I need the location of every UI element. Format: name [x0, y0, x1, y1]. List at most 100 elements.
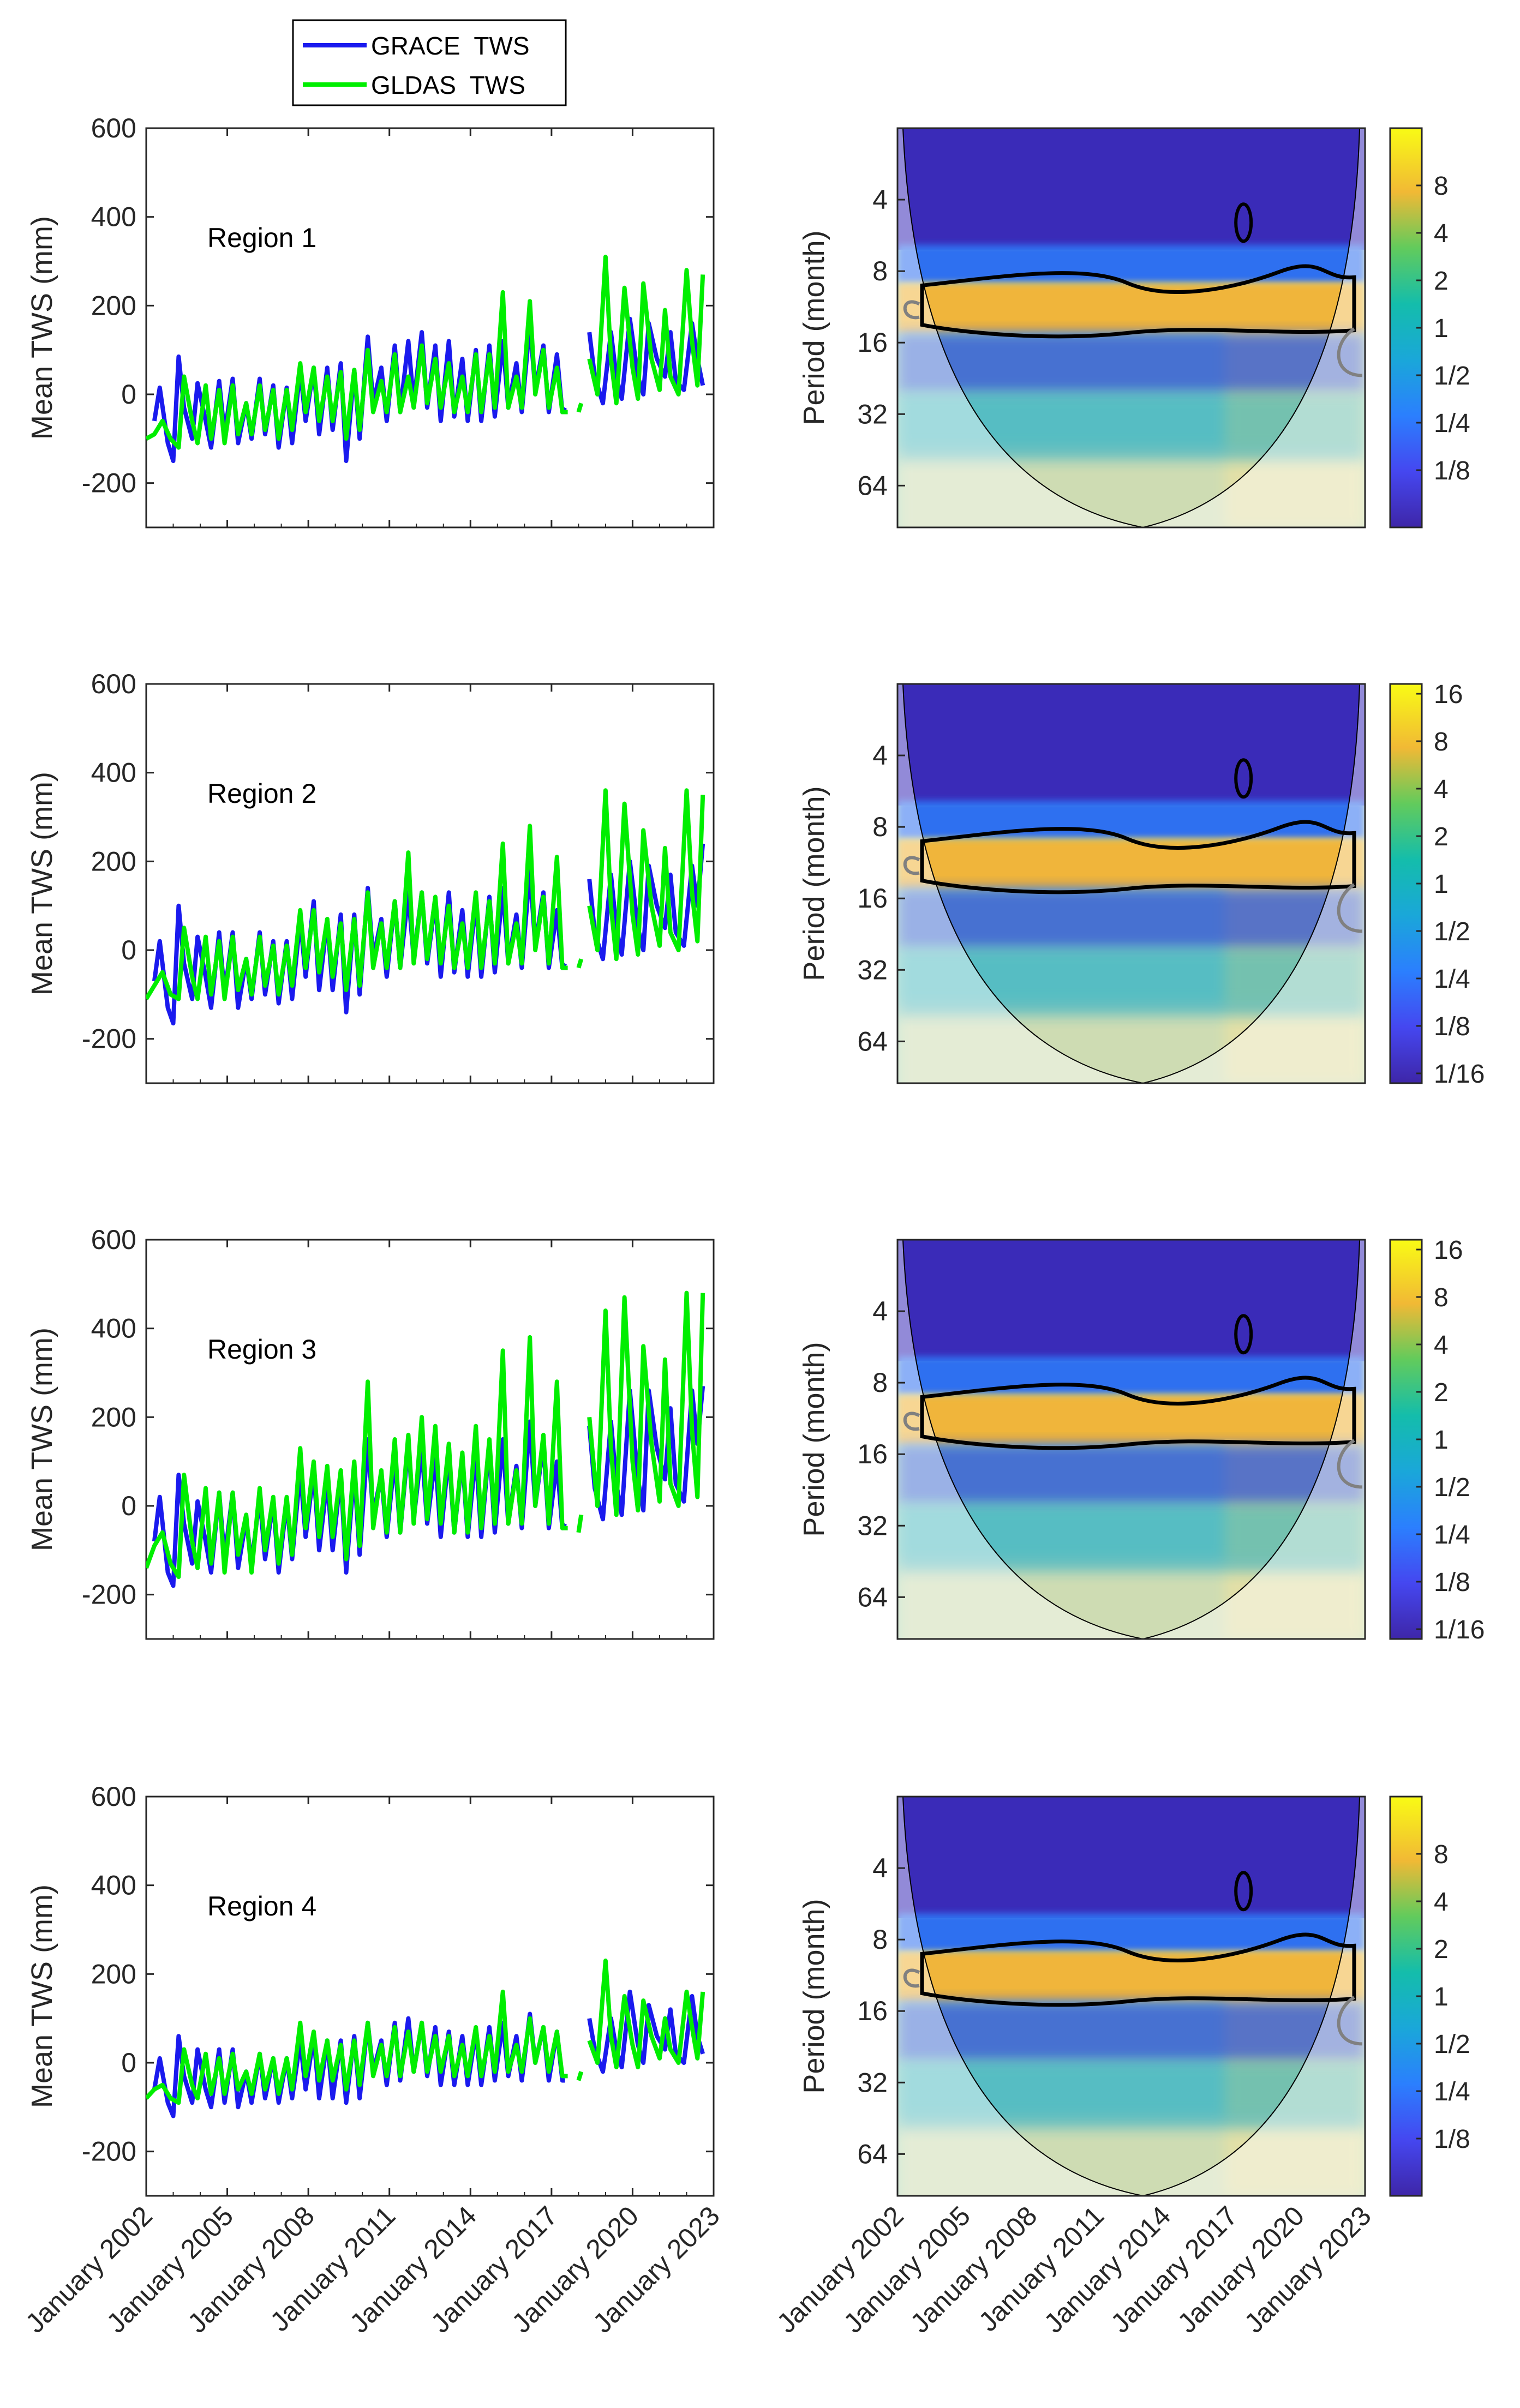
wv-colorbar — [1389, 1239, 1423, 1640]
wv-low-power-top — [897, 128, 1365, 250]
wv-significance-contour — [920, 264, 1356, 339]
wv-ytick-label: 64 — [857, 1026, 888, 1056]
wv-coi-left — [903, 300, 920, 320]
wv-significance-contour — [920, 1376, 1356, 1450]
ts-ytick-label: 200 — [91, 290, 136, 321]
ts-axes-box — [145, 1796, 715, 2197]
wv-axes-box — [896, 683, 1366, 1084]
wv-ylabel: Period (month) — [798, 230, 830, 425]
ts-panel-2: -200 0 200 400 600 Mean TWS (mm) Region 2 — [26, 669, 715, 1084]
wv-low-power-top — [897, 1240, 1365, 1361]
wv-axes-box — [896, 1239, 1366, 1640]
wv-axes-box — [896, 127, 1366, 529]
gldas-tws-line — [146, 1958, 705, 2105]
wv-significance-blob — [1234, 758, 1253, 799]
wv-ytick-label: 32 — [857, 954, 888, 985]
wv-ylabel: Period (month) — [798, 1899, 830, 2093]
wv-ytick-label: 32 — [857, 1510, 888, 1541]
wv-mid-band — [897, 800, 1365, 839]
wv-ytick-label: 4 — [872, 1296, 888, 1326]
wv-annual-band — [897, 839, 1365, 888]
wv-colorbar-label: 2 — [1434, 1935, 1449, 1964]
region-label: Region 2 — [207, 778, 316, 809]
wv-colorbar-label: 1/4 — [1434, 409, 1470, 438]
wv-low-power-top — [897, 684, 1365, 806]
wv-colorbar-label: 16 — [1434, 1236, 1463, 1265]
wv-subannual-blue — [897, 2001, 1365, 2062]
wv-coi-right — [1337, 883, 1363, 933]
wv-field — [897, 1797, 1365, 2196]
wv-significance-contour — [920, 820, 1356, 894]
wv-colorbar-label: 4 — [1434, 219, 1449, 248]
ts-ytick-label: 600 — [91, 113, 136, 143]
ts-ytick-label: 600 — [91, 1781, 136, 1812]
wv-coi-left — [903, 856, 920, 875]
wv-colorbar-label: 8 — [1434, 172, 1449, 201]
wv-colorbar-label: 16 — [1434, 680, 1463, 709]
wv-colorbar-label: 2 — [1434, 822, 1449, 851]
wv-ytick-label: 64 — [857, 470, 888, 501]
ts-ytick-label: 600 — [91, 1224, 136, 1255]
gldas-tws-line — [146, 254, 705, 450]
ts-ytick-label: -200 — [82, 1024, 136, 1054]
wv-colorbar-label: 1/8 — [1434, 457, 1470, 485]
wv-colorbar-label: 2 — [1434, 1378, 1449, 1407]
wv-coi-left — [903, 1412, 920, 1431]
wavelet-panel-1: 4 8 16 32 64 Period (month) 8 4 2 1 1/2 1/4 1/8 — [798, 127, 1470, 529]
wv-significance-blob — [1234, 202, 1253, 243]
wv-colorbar-label: 1/16 — [1434, 1616, 1485, 1644]
ts-ylabel: Mean TWS (mm) — [26, 216, 58, 440]
ts-ytick-label: -200 — [82, 1580, 136, 1610]
region-label: Region 1 — [207, 223, 316, 253]
wv-annual-band — [897, 1951, 1365, 2001]
wv-colorbar-label: 1/4 — [1434, 1521, 1470, 1550]
wv-field — [897, 128, 1365, 527]
ts-ytick-label: -200 — [82, 468, 136, 499]
ts-ytick-label: 200 — [91, 846, 136, 876]
wv-colorbar-label: 1 — [1434, 314, 1449, 343]
wv-coi-right — [1337, 327, 1363, 377]
wv-colorbar-label: 4 — [1434, 1888, 1449, 1917]
ts-ylabel: Mean TWS (mm) — [26, 772, 58, 995]
wv-annual-band — [897, 1395, 1365, 1444]
ts-ytick-label: 200 — [91, 1959, 136, 1989]
wv-colorbar-label: 1/8 — [1434, 1012, 1470, 1041]
wv-coi-right — [1337, 1996, 1363, 2046]
gldas-tws-line — [146, 1290, 705, 1580]
wv-ylabel: Period (month) — [798, 786, 830, 981]
wv-cone-line — [902, 128, 1360, 527]
ts-panel-3: -200 0 200 400 600 Mean TWS (mm) Region 3 — [26, 1224, 715, 1640]
wv-mid-band — [897, 1356, 1365, 1395]
ts-ylabel: Mean TWS (mm) — [26, 1884, 58, 2108]
wv-ytick-label: 32 — [857, 399, 888, 429]
wv-subannual-blue — [897, 332, 1365, 393]
legend-label-gldas: GLDAS TWS — [371, 71, 525, 99]
wv-colorbar-label: 4 — [1434, 775, 1449, 804]
wv-ytick-label: 8 — [872, 812, 888, 842]
wv-ytick-label: 64 — [857, 2139, 888, 2169]
wavelet-panel-3: 4 8 16 32 64 Period (month) 16 8 4 2 1 1/2 1/4 1/8 1/1… — [798, 1236, 1485, 1644]
wv-ytick-label: 64 — [857, 1582, 888, 1612]
ts-ytick-label: 0 — [121, 2047, 136, 2078]
wv-colorbar-label: 1/16 — [1434, 1060, 1485, 1089]
wv-long-teal — [897, 1504, 1365, 1572]
ts-ytick-label: 0 — [121, 379, 136, 410]
wv-mid-band — [897, 244, 1365, 284]
wv-coi-left — [903, 1968, 920, 1988]
legend: GRACE TWS GLDAS TWS — [292, 19, 567, 106]
ts-ytick-label: 400 — [91, 1313, 136, 1344]
ts-ytick-label: 400 — [91, 758, 136, 788]
wv-mid-band — [897, 1913, 1365, 1952]
wv-long-period-tint — [897, 2115, 1365, 2196]
wv-low-power-top — [897, 1797, 1365, 1918]
legend-box — [292, 19, 567, 106]
ts-ytick-label: -200 — [82, 2136, 136, 2167]
wv-colorbar-label: 1/2 — [1434, 2030, 1470, 2059]
wv-subannual-blue — [897, 1444, 1365, 1505]
wv-ylabel: Period (month) — [798, 1342, 830, 1536]
wv-colorbar-label: 8 — [1434, 728, 1449, 756]
wv-colorbar-label: 8 — [1434, 1840, 1449, 1869]
